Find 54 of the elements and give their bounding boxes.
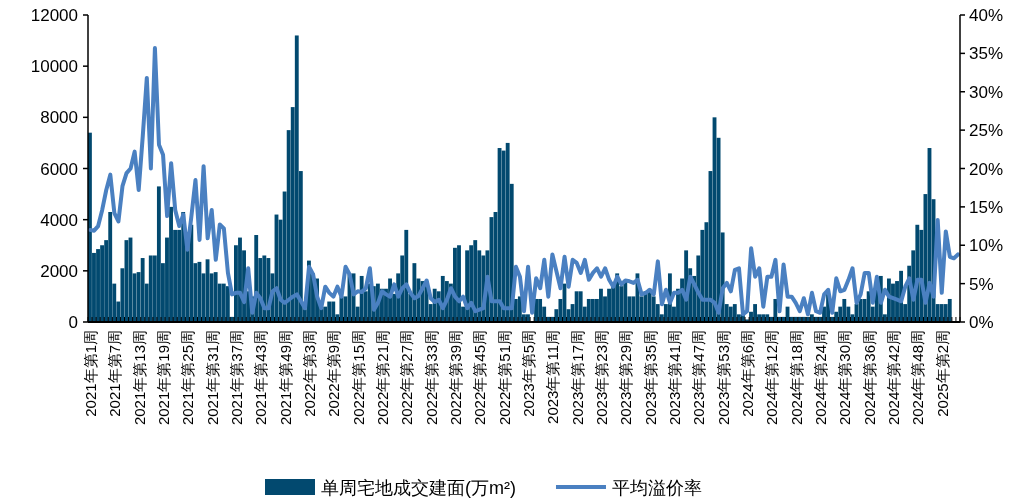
x-tick-label: 2023年第53周 bbox=[714, 330, 732, 426]
x-tick-label: 2025年第2周 bbox=[933, 330, 951, 417]
x-tick-label: 2022年第33周 bbox=[422, 330, 440, 426]
x-tick-label: 2021年第43周 bbox=[252, 330, 270, 426]
x-tick-label: 2022年第3周 bbox=[301, 330, 319, 417]
x-tick-label: 2023年第23周 bbox=[593, 330, 611, 426]
x-tick-label: 2022年第51周 bbox=[495, 330, 513, 426]
x-tick-label: 2023年第47周 bbox=[690, 330, 708, 426]
x-tick-label: 2022年第15周 bbox=[349, 330, 367, 426]
y2-tick-label: 35% bbox=[969, 44, 1004, 64]
x-tick-label: 2021年第49周 bbox=[276, 330, 294, 426]
x-tick-label: 2024年第42周 bbox=[885, 330, 903, 426]
legend-label: 平均溢价率 bbox=[611, 478, 702, 498]
x-tick-label: 2021年第31周 bbox=[203, 330, 221, 426]
y-tick-label: 4000 bbox=[40, 210, 78, 230]
x-tick-label: 2023年第5周 bbox=[520, 330, 538, 417]
y2-tick-label: 15% bbox=[969, 197, 1004, 217]
y2-tick-label: 40% bbox=[969, 6, 1004, 25]
x-tick-label: 2023年第11周 bbox=[544, 330, 562, 424]
x-tick-label: 2021年第1周 bbox=[82, 330, 100, 417]
x-tick-label: 2022年第45周 bbox=[471, 330, 489, 426]
x-tick-label: 2024年第6周 bbox=[739, 330, 757, 417]
x-tick-label: 2024年第48周 bbox=[909, 330, 927, 426]
y-tick-label: 10000 bbox=[30, 57, 78, 77]
y2-tick-label: 5% bbox=[969, 274, 994, 294]
y-tick-label: 0 bbox=[68, 313, 78, 332]
y2-tick-label: 10% bbox=[969, 236, 1004, 256]
legend-label: 单周宅地成交建面(万m²) bbox=[321, 478, 516, 498]
y-tick-label: 6000 bbox=[40, 159, 78, 179]
y2-tick-label: 30% bbox=[969, 82, 1004, 102]
x-tick-label: 2021年第37周 bbox=[228, 330, 246, 426]
x-tick-label: 2023年第35周 bbox=[641, 330, 659, 426]
x-tick-label: 2024年第30周 bbox=[836, 330, 854, 426]
x-tick-label: 2021年第19周 bbox=[155, 330, 173, 426]
x-tick-label: 2023年第17周 bbox=[568, 330, 586, 426]
y2-tick-label: 20% bbox=[969, 159, 1004, 179]
x-tick-label: 2024年第24周 bbox=[812, 330, 830, 426]
x-tick-label: 2023年第41周 bbox=[666, 330, 684, 426]
x-tick-label: 2021年第7周 bbox=[106, 330, 124, 417]
y-tick-label: 8000 bbox=[40, 108, 78, 128]
x-tick-label: 2022年第9周 bbox=[325, 330, 343, 417]
x-tick-label: 2024年第12周 bbox=[763, 330, 781, 426]
x-tick-label: 2021年第13周 bbox=[130, 330, 148, 426]
y-tick-label: 2000 bbox=[40, 261, 78, 281]
y2-tick-label: 25% bbox=[969, 121, 1004, 141]
x-tick-label: 2022年第21周 bbox=[374, 330, 392, 426]
x-tick-label: 2024年第36周 bbox=[860, 330, 878, 426]
x-tick-label: 2024年第18周 bbox=[787, 330, 805, 426]
x-tick-label: 2022年第27周 bbox=[398, 330, 416, 426]
x-tick-label: 2023年第29周 bbox=[617, 330, 635, 426]
x-tick-label: 2021年第25周 bbox=[179, 330, 197, 426]
y2-tick-label: 0% bbox=[969, 313, 994, 332]
y-tick-label: 12000 bbox=[30, 6, 78, 25]
x-tick-label: 2022年第39周 bbox=[447, 330, 465, 426]
